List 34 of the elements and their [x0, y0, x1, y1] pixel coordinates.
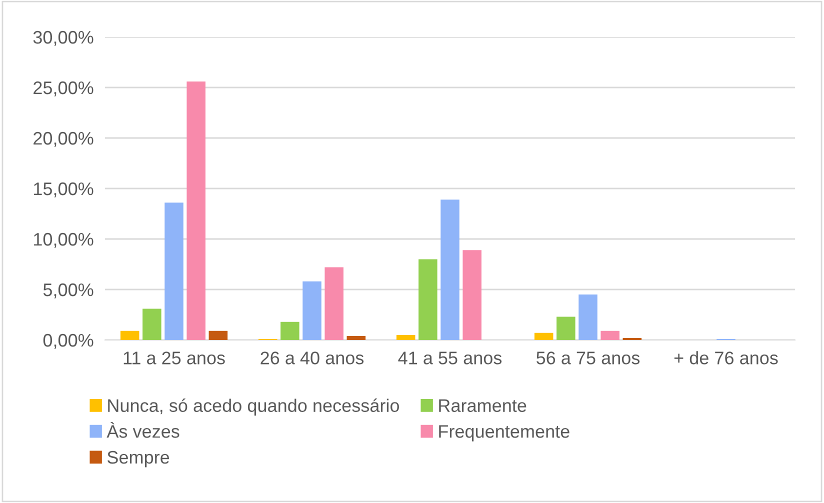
- x-tick-label: 11 a 25 anos: [124, 352, 225, 364]
- legend-label: Sempre: [107, 450, 170, 468]
- bar: [324, 267, 344, 340]
- y-tick-label: 15,00%: [34, 182, 94, 198]
- bar: [164, 202, 184, 340]
- bar: [346, 336, 366, 340]
- x-tick-label: 26 a 40 anos: [260, 352, 364, 364]
- bar: [556, 316, 576, 340]
- bar: [208, 330, 228, 340]
- bar: [120, 330, 140, 340]
- bar: [534, 332, 554, 340]
- bar: [600, 330, 620, 340]
- x-tick-label: 56 a 75 anos: [536, 352, 640, 364]
- y-tick-label: 30,00%: [33, 30, 94, 46]
- legend-label: Nunca, só acedo quando necessário: [108, 398, 400, 416]
- bar: [280, 322, 300, 340]
- legend-label: Às vezes: [106, 422, 180, 438]
- bar: [418, 259, 438, 340]
- bar: [142, 308, 162, 340]
- bar: [440, 200, 460, 340]
- legend-label: Raramente: [439, 399, 526, 412]
- y-tick-label: 25,00%: [34, 81, 94, 96]
- legend-label: Frequentemente: [439, 425, 570, 442]
- x-tick-label: 41 a 55 anos: [398, 352, 502, 364]
- bar: [462, 250, 482, 340]
- y-tick-label: 0,00%: [43, 334, 94, 349]
- y-tick-label: 5,00%: [43, 283, 94, 298]
- y-tick-label: 10,00%: [34, 232, 94, 248]
- y-tick-label: 20,00%: [34, 132, 94, 147]
- bar: [578, 294, 598, 340]
- x-tick-label: + de 76 anos: [674, 351, 778, 364]
- bar: [396, 334, 416, 340]
- bar: [302, 281, 322, 340]
- bar: [186, 81, 206, 340]
